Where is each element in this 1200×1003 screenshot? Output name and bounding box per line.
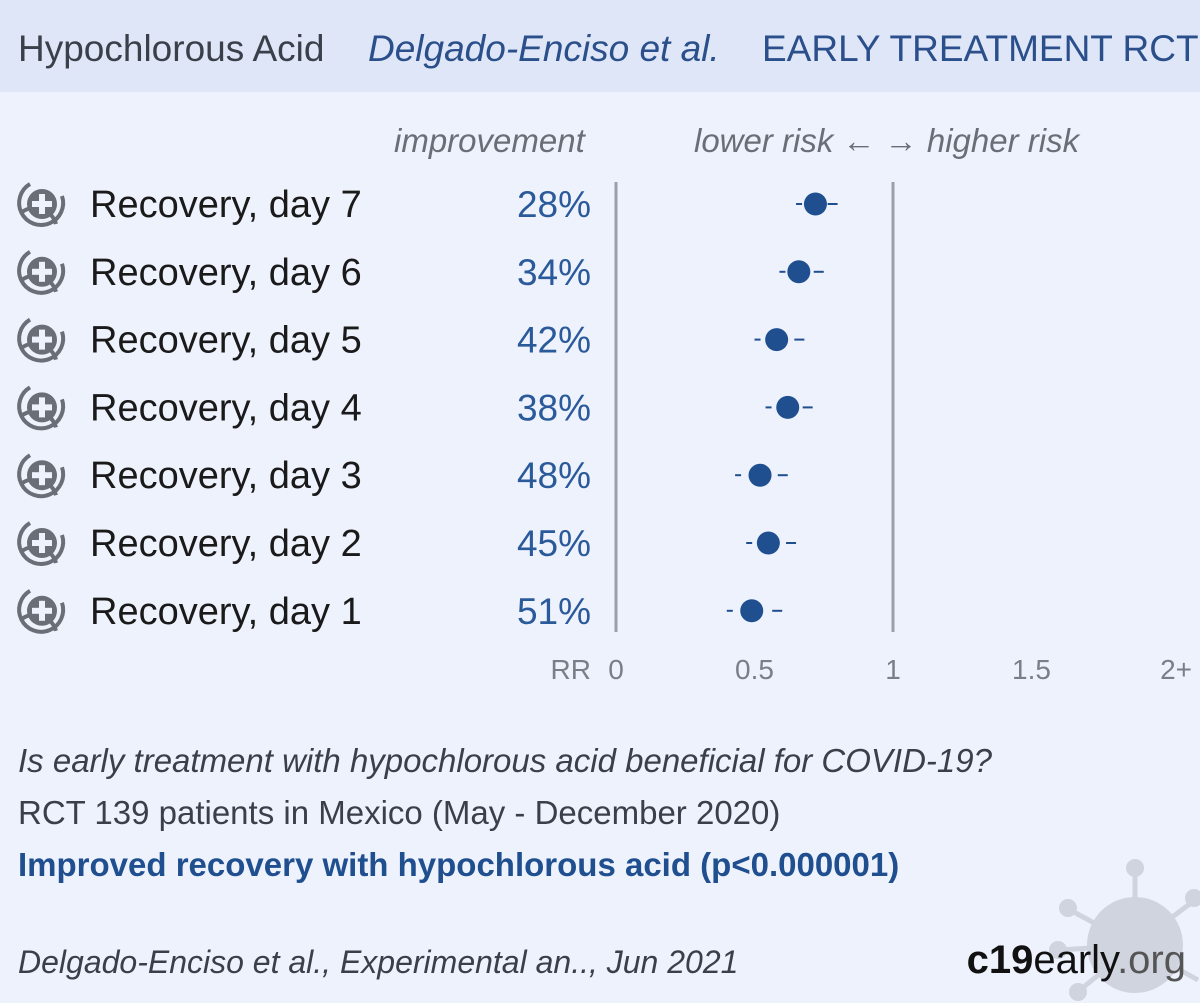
- rr-point: [803, 192, 827, 216]
- rr-point: [756, 531, 780, 555]
- footer-citation: Delgado-Enciso et al., Experimental an..…: [18, 944, 739, 980]
- outcome-label: Recovery, day 4: [90, 387, 362, 429]
- x-tick-label: 0: [608, 654, 624, 685]
- outcome-icon: [17, 589, 66, 634]
- risk-direction-header: lower risk ← → higher risk: [694, 122, 1080, 159]
- improvement-value: 51%: [517, 591, 591, 632]
- x-tick-label: 2+: [1160, 654, 1192, 685]
- brand-part-2: early: [1033, 938, 1118, 982]
- outcome-label: Recovery, day 5: [90, 320, 362, 362]
- outcome-label: Recovery, day 7: [90, 184, 362, 226]
- improvement-value: 45%: [517, 523, 591, 564]
- brand-part-3: .org: [1117, 938, 1186, 982]
- rr-point: [787, 260, 811, 284]
- study-type: EARLY TREATMENT RCT: [762, 28, 1199, 69]
- summary-design: RCT 139 patients in Mexico (May - Decemb…: [18, 794, 781, 831]
- rr-point: [740, 599, 764, 623]
- improvement-column-header: improvement: [394, 122, 585, 159]
- summary-question: Is early treatment with hypochlorous aci…: [18, 742, 992, 779]
- outcome-icon: [17, 453, 66, 499]
- rr-point: [765, 328, 789, 352]
- x-tick-label: 1: [885, 654, 901, 685]
- improvement-value: 34%: [517, 252, 591, 293]
- improvement-value: 42%: [517, 320, 591, 361]
- outcome-icon: [17, 250, 66, 295]
- outcome-label: Recovery, day 3: [90, 455, 362, 497]
- outcome-label: Recovery, day 2: [90, 523, 362, 565]
- outcome-icon: [17, 182, 66, 227]
- summary-conclusion: Improved recovery with hypochlorous acid…: [18, 846, 900, 883]
- rr-axis-label: RR: [551, 654, 591, 685]
- outcome-icon: [17, 521, 66, 566]
- improvement-value: 48%: [517, 455, 591, 496]
- outcome-icon: [17, 385, 66, 431]
- rr-point: [776, 395, 800, 419]
- virus-watermark-icon: [1049, 859, 1200, 1001]
- x-tick-label: 1.5: [1012, 654, 1051, 685]
- improvement-value: 38%: [517, 387, 591, 428]
- rr-point: [748, 463, 772, 487]
- improvement-value: 28%: [517, 184, 591, 225]
- x-tick-label: 0.5: [735, 654, 774, 685]
- header-bar: Hypochlorous Acid Delgado-Enciso et al. …: [0, 0, 1200, 92]
- outcome-icon: [17, 317, 66, 363]
- study-authors: Delgado-Enciso et al.: [368, 28, 720, 69]
- outcome-label: Recovery, day 1: [90, 591, 362, 633]
- brand-part-1: c19: [966, 938, 1034, 982]
- brand-logo[interactable]: c19early.org: [967, 938, 1186, 983]
- forest-plot: Recovery, day 7 28% Recovery, day 6 34% Reco…: [17, 182, 1192, 685]
- outcome-label: Recovery, day 6: [90, 252, 362, 294]
- drug-title: Hypochlorous Acid: [18, 28, 325, 69]
